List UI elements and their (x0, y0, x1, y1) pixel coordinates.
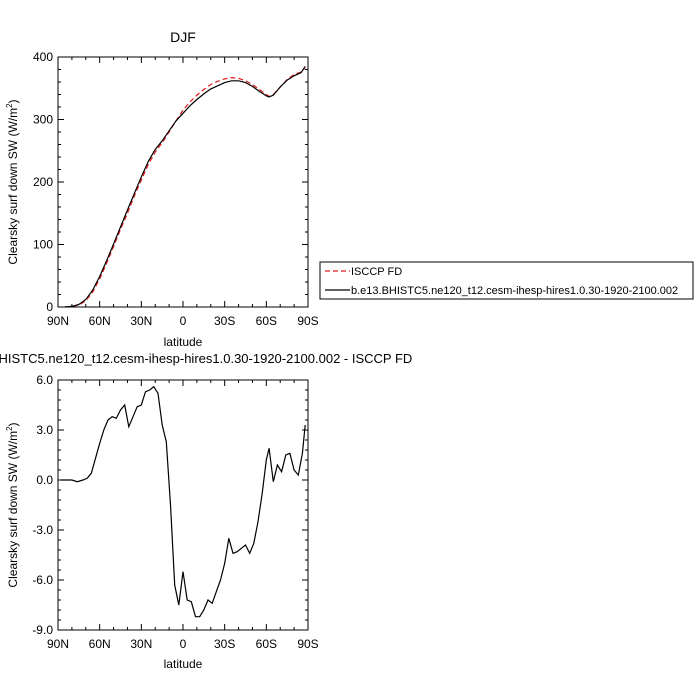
bottom-y-tick-label: -6.0 (32, 573, 53, 587)
top-tick-labels: 90N 60N 30N 0 30S 60S 90S 0 100 200 300 400 (33, 50, 319, 328)
top-y-axis-label-tail: ) (6, 99, 20, 103)
top-chart-title: DJF (170, 29, 196, 45)
bottom-y-axis-label-main: Clearsky surf down SW (W/m (6, 431, 20, 588)
top-y-axis-label-sup: 2 (5, 103, 14, 108)
legend-label-isccp: ISCCP FD (351, 266, 402, 278)
bottom-series-group (60, 385, 306, 618)
bottom-x-tick-label: 90S (297, 637, 318, 651)
top-y-tick-label: 0 (46, 300, 53, 314)
top-x-tick-label: 0 (180, 314, 187, 328)
bottom-ticks (57, 379, 309, 631)
top-x-tick-label: 60N (89, 314, 111, 328)
bottom-x-tick-label: 90N (47, 637, 69, 651)
top-series-group (64, 66, 306, 308)
bottom-y-axis-label-tail: ) (6, 422, 20, 426)
top-y-axis-label: Clearsky surf down SW (W/m2) (5, 99, 20, 264)
top-x-axis-label: latitude (164, 335, 203, 349)
bottom-y-tick-label: 6.0 (36, 373, 53, 387)
bottom-y-axis-label-sup: 2 (5, 426, 14, 431)
top-y-tick-label: 300 (33, 113, 53, 127)
top-series-line-1 (64, 66, 306, 308)
bottom-tick-labels: 90N 60N 30N 0 30S 60S 90S 6.0 3.0 0.0 -3.0 -6.0 -9.0 (32, 373, 318, 651)
bottom-x-tick-label: 60N (89, 637, 111, 651)
bottom-x-tick-label: 60S (256, 637, 277, 651)
legend: ISCCP FD b.e13.BHISTC5.ne120_t12.cesm-ih… (319, 261, 694, 300)
bottom-x-tick-label: 30N (130, 637, 152, 651)
bottom-panel: b.e13.BHISTC5.ne120_t12.cesm-ihesp-hires… (0, 351, 412, 671)
top-panel: DJF 90N 60N 30N 0 30S 60S 90S 0 100 200 300 400 lat… (5, 29, 319, 349)
top-x-tick-label: 60S (256, 314, 277, 328)
bottom-series-line-0 (60, 385, 306, 618)
legend-box (319, 261, 694, 300)
legend-label-model: b.e13.BHISTC5.ne120_t12.cesm-ihesp-hires… (351, 285, 678, 297)
bottom-x-tick-label: 0 (180, 637, 187, 651)
bottom-y-tick-label: -9.0 (32, 623, 53, 637)
top-y-tick-label: 200 (33, 175, 53, 189)
bottom-x-axis-label: latitude (164, 657, 203, 671)
top-ticks (57, 56, 309, 308)
bottom-y-axis-label: Clearsky surf down SW (W/m2) (5, 422, 20, 587)
top-plot-frame (57, 56, 309, 308)
top-series-line-0 (64, 67, 306, 308)
bottom-y-tick-label: -3.0 (32, 523, 53, 537)
bottom-plot-area: 90N 60N 30N 0 30S 60S 90S 6.0 3.0 0.0 -3.0 -6.0 -9.0 (32, 373, 318, 651)
top-y-tick-label: 100 (33, 238, 53, 252)
top-x-tick-label: 90S (297, 314, 318, 328)
top-y-tick-label: 400 (33, 50, 53, 64)
bottom-plot-frame (57, 379, 309, 631)
top-y-axis-label-main: Clearsky surf down SW (W/m (6, 108, 20, 265)
top-x-tick-label: 90N (47, 314, 69, 328)
top-x-tick-label: 30N (130, 314, 152, 328)
top-x-tick-label: 30S (214, 314, 235, 328)
bottom-y-tick-label: 3.0 (36, 423, 53, 437)
bottom-x-tick-label: 30S (214, 637, 235, 651)
bottom-y-tick-label: 0.0 (36, 473, 53, 487)
bottom-chart-title: b.e13.BHISTC5.ne120_t12.cesm-ihesp-hires… (0, 351, 412, 366)
top-plot-area: 90N 60N 30N 0 30S 60S 90S 0 100 200 300 400 (33, 50, 319, 328)
